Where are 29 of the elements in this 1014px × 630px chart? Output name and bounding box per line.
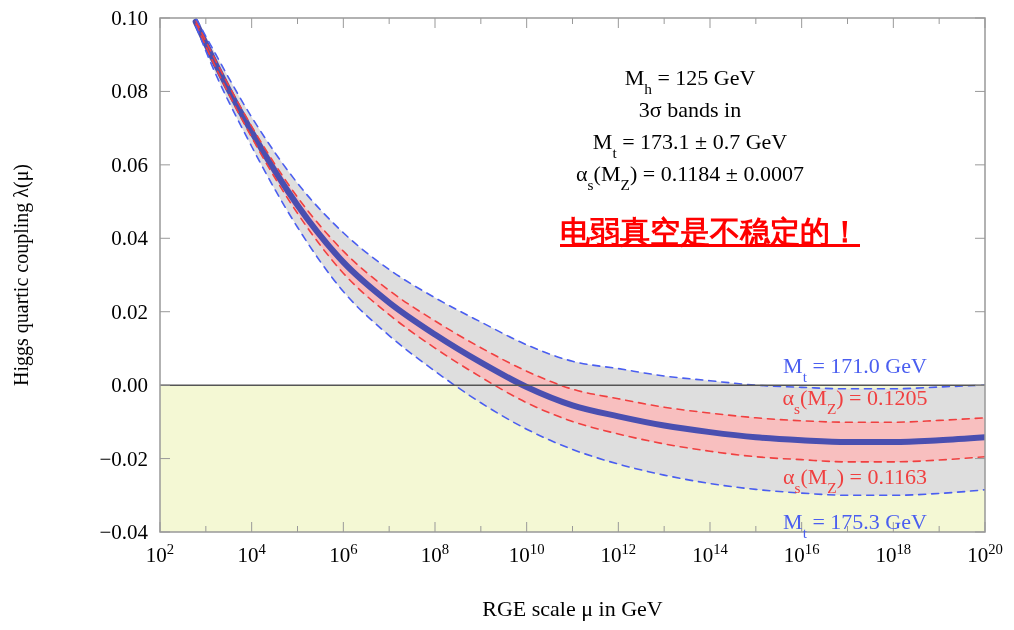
y-tick-label: 0.06: [111, 152, 148, 177]
series-label: α$_{s}$(M$_{Z}$) = 0.1205: [782, 384, 928, 417]
x-tick-label: 10$^{12}$: [600, 541, 637, 567]
annotation: 电弱真空是不稳定的！: [560, 214, 860, 249]
x-tick-label: 10$^{20}$: [967, 541, 1003, 567]
y-tick-label: 0.04: [111, 226, 149, 251]
y-tick-label: −0.04: [99, 520, 149, 544]
annotation: 3σ bands in: [638, 97, 742, 122]
y-tick-label: 0.10: [111, 6, 148, 30]
y-tick-label: −0.02: [99, 446, 148, 471]
annotation: M$_{h}$ = 125 GeV: [624, 65, 756, 97]
x-tick-label: 10$^{10}$: [508, 541, 545, 567]
annotation: M$_{t}$ = 173.1 ± 0.7 GeV: [592, 129, 788, 161]
x-tick-label: 10$^{14}$: [692, 541, 729, 567]
x-tick-label: 10$^{8}$: [420, 541, 450, 567]
y-tick-label: 0.08: [111, 79, 148, 104]
series-label: M$_{t}$ = 175.3 GeV: [783, 509, 927, 541]
x-tick-label: 10$^{4}$: [237, 541, 267, 567]
x-tick-label: 10$^{6}$: [329, 541, 358, 567]
x-tick-label: 10$^{2}$: [145, 541, 175, 567]
x-tick-label: 10$^{16}$: [783, 541, 820, 567]
y-tick-label: 0.02: [111, 299, 148, 324]
y-tick-label: 0.00: [111, 373, 148, 398]
y-axis-title: Higgs quartic coupling λ(μ): [10, 163, 33, 387]
series-label: M$_{t}$ = 171.0 GeV: [783, 353, 927, 385]
annotation: α$_{s}$(M$_{Z}$) = 0.1184 ± 0.0007: [576, 161, 804, 193]
x-tick-label: 10$^{18}$: [875, 541, 912, 567]
x-axis-title: RGE scale μ in GeV: [482, 596, 663, 621]
series-label: α$_{s}$(M$_{Z}$) = 0.1163: [782, 463, 928, 496]
